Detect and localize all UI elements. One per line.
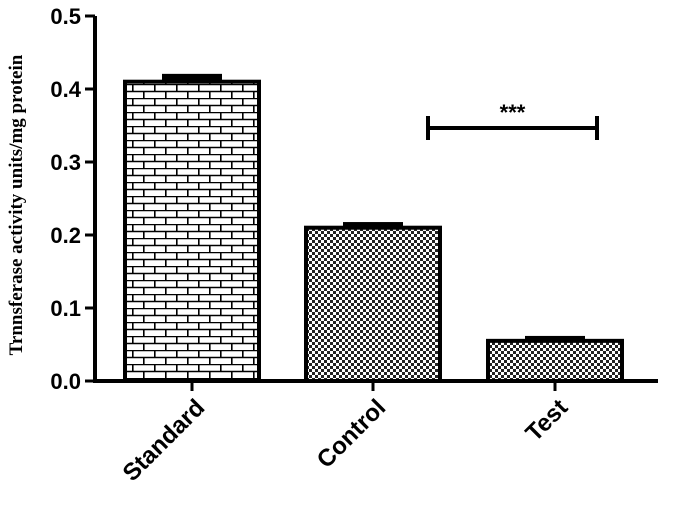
- x-tick-label: Standard: [118, 394, 211, 487]
- y-tick-label: 0.2: [50, 223, 81, 248]
- y-tick-label: 0.0: [50, 369, 81, 394]
- error-cap: [343, 222, 403, 229]
- y-tick-label: 0.4: [50, 77, 81, 102]
- y-tick-label: 0.3: [50, 150, 81, 175]
- x-tick-label: Test: [521, 394, 574, 447]
- significance-label: ***: [500, 100, 526, 125]
- x-tick-label: Control: [312, 394, 391, 473]
- y-axis-title: Trnnsferase activity units/mg protein: [6, 54, 27, 355]
- bar: [304, 225, 442, 383]
- y-tick-label: 0.1: [50, 296, 81, 321]
- error-cap: [525, 335, 585, 342]
- bar: [486, 338, 624, 384]
- error-cap: [162, 73, 222, 83]
- y-tick-label: 0.5: [50, 4, 81, 29]
- bar: [123, 79, 261, 383]
